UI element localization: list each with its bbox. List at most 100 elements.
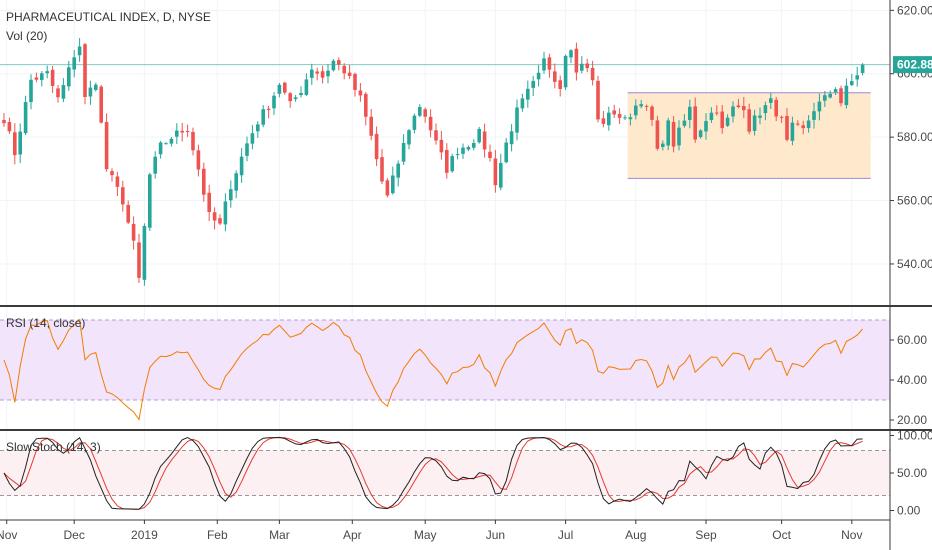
candle: [396, 160, 400, 187]
candle: [202, 162, 206, 202]
candle: [158, 140, 163, 159]
candle: [779, 115, 784, 124]
candle: [358, 83, 363, 102]
candle: [121, 180, 125, 212]
candle: [855, 66, 859, 87]
candle: [515, 99, 519, 141]
volume-label[interactable]: Vol (20): [6, 29, 47, 43]
candle: [709, 107, 714, 123]
candle: [391, 166, 395, 195]
candle: [412, 113, 417, 134]
candle: [526, 80, 530, 108]
rsi-band-layer: [0, 319, 890, 401]
candle: [477, 126, 481, 144]
candle: [536, 65, 541, 87]
candle: [860, 63, 865, 76]
candle: [131, 216, 136, 250]
candle: [650, 104, 654, 127]
candle: [342, 63, 346, 80]
candle: [790, 116, 795, 146]
candle: [563, 54, 568, 91]
candle: [126, 200, 130, 225]
candle: [272, 91, 276, 115]
candle: [617, 108, 622, 125]
candle: [234, 170, 238, 199]
candle: [169, 137, 174, 147]
candle: [585, 58, 589, 73]
rsi-axis-ticks[interactable]: 20.00 40.00 60.00: [890, 333, 927, 427]
candle: [801, 120, 805, 135]
time-tick-label: Apr: [343, 528, 362, 542]
axis-tick-label: 60.00: [897, 333, 927, 347]
candle: [596, 75, 600, 123]
candle: [666, 117, 670, 151]
candle: [644, 104, 649, 111]
candle: [752, 109, 757, 136]
candle: [542, 51, 546, 74]
time-tick-label: Nov: [0, 528, 17, 542]
candle: [574, 42, 579, 81]
candle: [153, 151, 157, 179]
candle: [137, 233, 141, 284]
candle: [196, 144, 201, 177]
candle: [56, 84, 60, 103]
candle: [828, 90, 832, 99]
time-tick-label: Jul: [558, 528, 573, 542]
candle: [347, 64, 352, 79]
candle: [191, 127, 195, 156]
candle: [180, 122, 184, 142]
stoch-label[interactable]: SlowStoch (14, 3): [6, 440, 101, 454]
candle: [110, 168, 114, 182]
candle: [639, 99, 643, 109]
candle: [13, 123, 17, 165]
candle: [40, 70, 44, 87]
time-axis-ticks[interactable]: Nov Dec 2019 Feb Mar Apr May Jun Jul Aug Sep Oct Nov: [0, 520, 862, 542]
candle: [493, 150, 498, 193]
candle: [299, 86, 303, 98]
candle: [283, 81, 287, 95]
candle: [812, 102, 816, 129]
candle: [488, 144, 492, 162]
candle: [796, 120, 800, 127]
candle: [655, 115, 660, 151]
candle: [94, 82, 98, 92]
candle: [461, 143, 465, 159]
axis-tick-label: 560.00: [897, 194, 932, 208]
candle: [698, 129, 703, 139]
candle: [261, 105, 265, 128]
candle: [164, 142, 168, 145]
candle: [628, 113, 633, 126]
candle: [293, 94, 298, 102]
candle: [833, 87, 838, 95]
candle: [569, 49, 573, 64]
candle: [817, 93, 822, 121]
axis-tick-label: 0.00: [897, 504, 921, 518]
candle: [245, 136, 249, 162]
candle: [229, 180, 233, 208]
candle: [401, 134, 406, 165]
candle: [747, 103, 751, 135]
candle: [315, 67, 319, 81]
axis-tick-label: 620.00: [897, 3, 932, 17]
candle: [682, 114, 687, 128]
candle: [18, 123, 22, 163]
candle: [590, 60, 595, 86]
candle: [839, 85, 843, 107]
rsi-label[interactable]: RSI (14, close): [6, 316, 85, 330]
last-price-tag: 602.88: [893, 56, 932, 74]
rsi-line: [3, 318, 863, 421]
candle: [439, 131, 444, 160]
candle: [671, 115, 676, 153]
candle: [256, 121, 260, 138]
candle: [434, 123, 438, 145]
stoch-k-line: [3, 436, 863, 510]
candle: [850, 73, 854, 87]
time-tick-label: Feb: [207, 528, 228, 542]
chart-title[interactable]: PHARMACEUTICAL INDEX, D, NYSE: [6, 10, 211, 24]
candle: [266, 105, 271, 119]
candle: [731, 101, 735, 123]
candle: [67, 60, 71, 91]
candles-layer: [2, 38, 865, 286]
stoch-axis-ticks[interactable]: 0.00 50.00 100.00: [890, 429, 932, 518]
